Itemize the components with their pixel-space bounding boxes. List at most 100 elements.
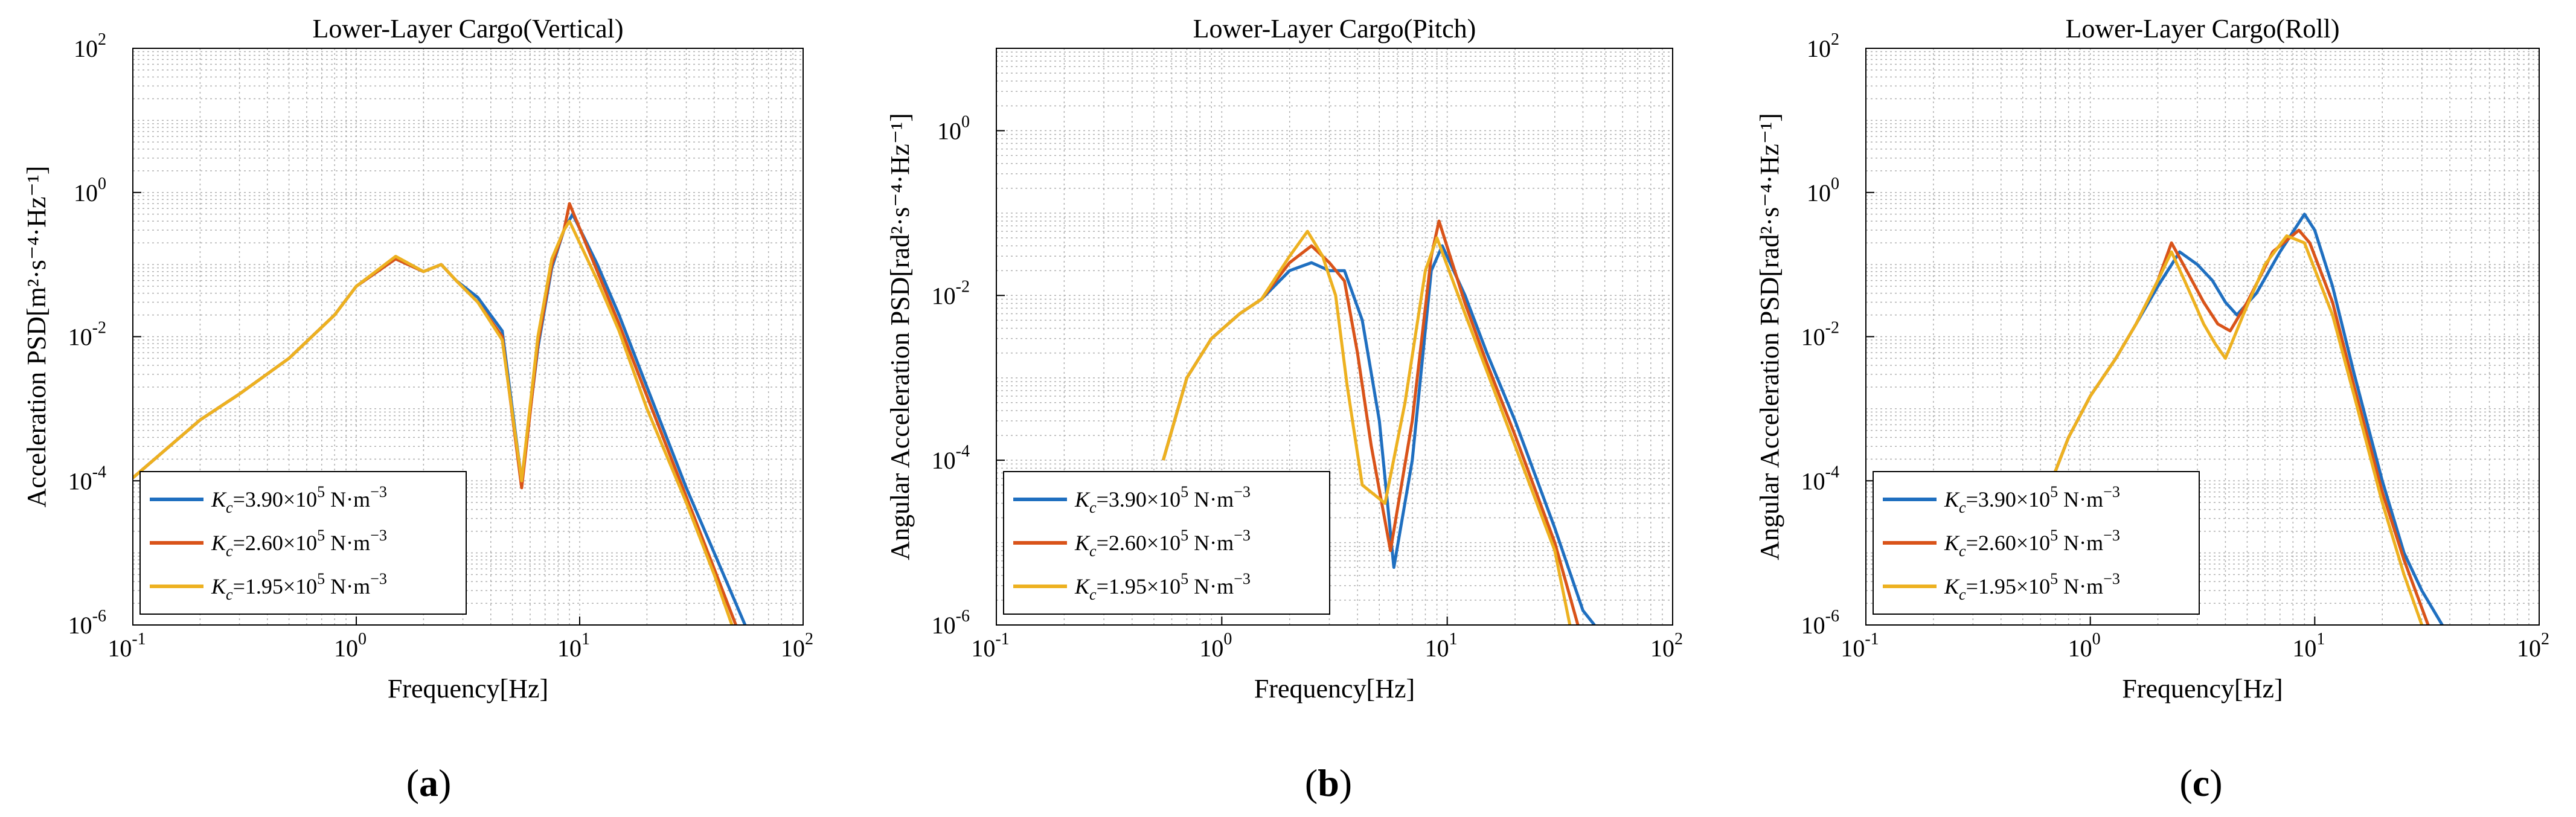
legend-label-2: Kc=2.60×105 N·m−3 bbox=[1944, 527, 2120, 560]
legend-exponent: 5 bbox=[2050, 570, 2058, 588]
legend-unit-exponent: −3 bbox=[1234, 570, 1251, 588]
y-tick-label: 10-6 bbox=[68, 607, 106, 639]
axes-box bbox=[996, 48, 1673, 626]
legend-unit-exponent: −3 bbox=[1234, 527, 1251, 544]
legend-unit: N·m bbox=[1188, 487, 1234, 511]
legend-unit: N·m bbox=[2058, 531, 2103, 555]
legend-k: K bbox=[1074, 531, 1091, 555]
y-tick-label: 10-4 bbox=[68, 463, 106, 495]
x-tick-label: 10-1 bbox=[1841, 630, 1879, 662]
legend-label-1: Kc=3.90×105 N·m−3 bbox=[1944, 483, 2120, 516]
y-tick-label: 102 bbox=[74, 30, 106, 62]
y-tick-base: 10 bbox=[932, 282, 956, 309]
series-line-3 bbox=[1161, 229, 1572, 625]
legend-subscript: c bbox=[1959, 542, 1966, 560]
x-tick-base: 10 bbox=[971, 635, 995, 662]
x-tick-exponent: -1 bbox=[995, 630, 1009, 649]
panel-label-letter: b bbox=[1318, 761, 1339, 804]
y-tick-exponent: -4 bbox=[92, 463, 106, 481]
x-tick-exponent: 1 bbox=[2316, 630, 2325, 649]
y-tick-base: 10 bbox=[68, 324, 92, 351]
legend-unit-exponent: −3 bbox=[370, 570, 387, 588]
y-tick-label: 10-2 bbox=[932, 277, 970, 309]
series-group bbox=[2039, 213, 2444, 625]
x-axis-label: Frequency[Hz] bbox=[1254, 674, 1415, 703]
legend: Kc=3.90×105 N·m−3Kc=2.60×105 N·m−3Kc=1.9… bbox=[1003, 471, 1330, 615]
series-line-3 bbox=[2039, 234, 2424, 625]
x-tick-label: 101 bbox=[2292, 630, 2325, 662]
x-tick-label: 10-1 bbox=[971, 630, 1009, 662]
y-tick-base: 10 bbox=[1801, 467, 1825, 495]
panel-label-open: ( bbox=[406, 761, 419, 804]
x-tick-base: 10 bbox=[2292, 635, 2316, 662]
legend-label-2: Kc=2.60×105 N·m−3 bbox=[211, 527, 387, 560]
panel-label-open: ( bbox=[1305, 761, 1318, 804]
y-tick-label: 100 bbox=[1807, 175, 1839, 207]
y-tick-base: 10 bbox=[68, 467, 92, 495]
y-tick-base: 10 bbox=[1807, 179, 1831, 207]
legend-unit-exponent: −3 bbox=[370, 527, 387, 544]
panel-label-close: ) bbox=[1339, 761, 1352, 804]
legend-subscript: c bbox=[1089, 499, 1097, 516]
legend-k: K bbox=[1074, 574, 1091, 598]
legend-exponent: 5 bbox=[317, 527, 325, 544]
y-tick-base: 10 bbox=[74, 35, 98, 62]
x-axis-label: Frequency[Hz] bbox=[388, 674, 548, 703]
x-tick-exponent: 0 bbox=[2092, 630, 2101, 649]
legend-label-1: Kc=3.90×105 N·m−3 bbox=[1074, 483, 1251, 516]
legend-exponent: 5 bbox=[1181, 570, 1188, 588]
legend-label-1: Kc=3.90×105 N·m−3 bbox=[211, 483, 387, 516]
legend-value: =3.90×10 bbox=[1097, 487, 1181, 511]
x-tick-exponent: 1 bbox=[1449, 630, 1458, 649]
y-tick-exponent: -2 bbox=[956, 277, 970, 296]
legend-exponent: 5 bbox=[1181, 483, 1188, 501]
legend-unit-exponent: −3 bbox=[370, 483, 387, 501]
legend-k: K bbox=[1944, 487, 1960, 511]
y-tick-label: 10-2 bbox=[68, 319, 106, 351]
y-tick-label: 102 bbox=[1807, 30, 1839, 62]
legend-label-3: Kc=1.95×105 N·m−3 bbox=[1944, 570, 2120, 603]
y-tick-exponent: -2 bbox=[92, 319, 106, 338]
panel-label-close: ) bbox=[2209, 761, 2222, 804]
legend-unit: N·m bbox=[2058, 574, 2103, 598]
legend-k: K bbox=[211, 487, 227, 511]
legend-exponent: 5 bbox=[1181, 527, 1188, 544]
x-tick-base: 10 bbox=[107, 635, 132, 662]
y-axis-label: Angular Acceleration PSD[rad²·s⁻⁴·Hz⁻¹] bbox=[885, 113, 915, 560]
x-tick-base: 10 bbox=[557, 635, 582, 662]
legend-unit: N·m bbox=[325, 531, 370, 555]
x-tick-label: 100 bbox=[334, 630, 367, 662]
x-tick-exponent: -1 bbox=[132, 630, 146, 649]
x-tick-base: 10 bbox=[781, 635, 805, 662]
legend-value: =2.60×10 bbox=[1966, 531, 2051, 555]
x-tick-base: 10 bbox=[1199, 635, 1223, 662]
y-tick-exponent: 0 bbox=[98, 175, 106, 193]
x-tick-exponent: 0 bbox=[1223, 630, 1232, 649]
legend-unit: N·m bbox=[2058, 487, 2103, 511]
x-tick-exponent: 0 bbox=[358, 630, 367, 649]
legend-unit: N·m bbox=[1188, 574, 1234, 598]
y-tick-exponent: 2 bbox=[1831, 30, 1839, 49]
y-tick-base: 10 bbox=[1801, 324, 1825, 351]
x-tick-exponent: 1 bbox=[582, 630, 590, 649]
x-tick-base: 10 bbox=[1425, 635, 1449, 662]
x-tick-label: 102 bbox=[2517, 630, 2549, 662]
panel-label: (c) bbox=[2179, 761, 2222, 804]
legend-value: =1.95×10 bbox=[233, 574, 318, 598]
legend-value: =3.90×10 bbox=[1966, 487, 2051, 511]
y-tick-exponent: -4 bbox=[956, 442, 970, 461]
y-tick-exponent: -6 bbox=[92, 607, 106, 626]
legend-subscript: c bbox=[1089, 586, 1097, 603]
legend-label-2: Kc=2.60×105 N·m−3 bbox=[1074, 527, 1251, 560]
y-tick-label: 100 bbox=[937, 112, 970, 144]
legend-value: =2.60×10 bbox=[233, 531, 318, 555]
panel-label-letter: a bbox=[419, 761, 438, 804]
y-tick-exponent: -2 bbox=[1825, 319, 1839, 338]
legend-subscript: c bbox=[1959, 586, 1966, 603]
y-tick-label: 10-2 bbox=[1801, 319, 1839, 351]
y-tick-exponent: 2 bbox=[98, 30, 106, 49]
y-tick-exponent: -4 bbox=[1825, 463, 1839, 481]
y-tick-exponent: 0 bbox=[1831, 175, 1839, 193]
x-tick-base: 10 bbox=[2068, 635, 2092, 662]
